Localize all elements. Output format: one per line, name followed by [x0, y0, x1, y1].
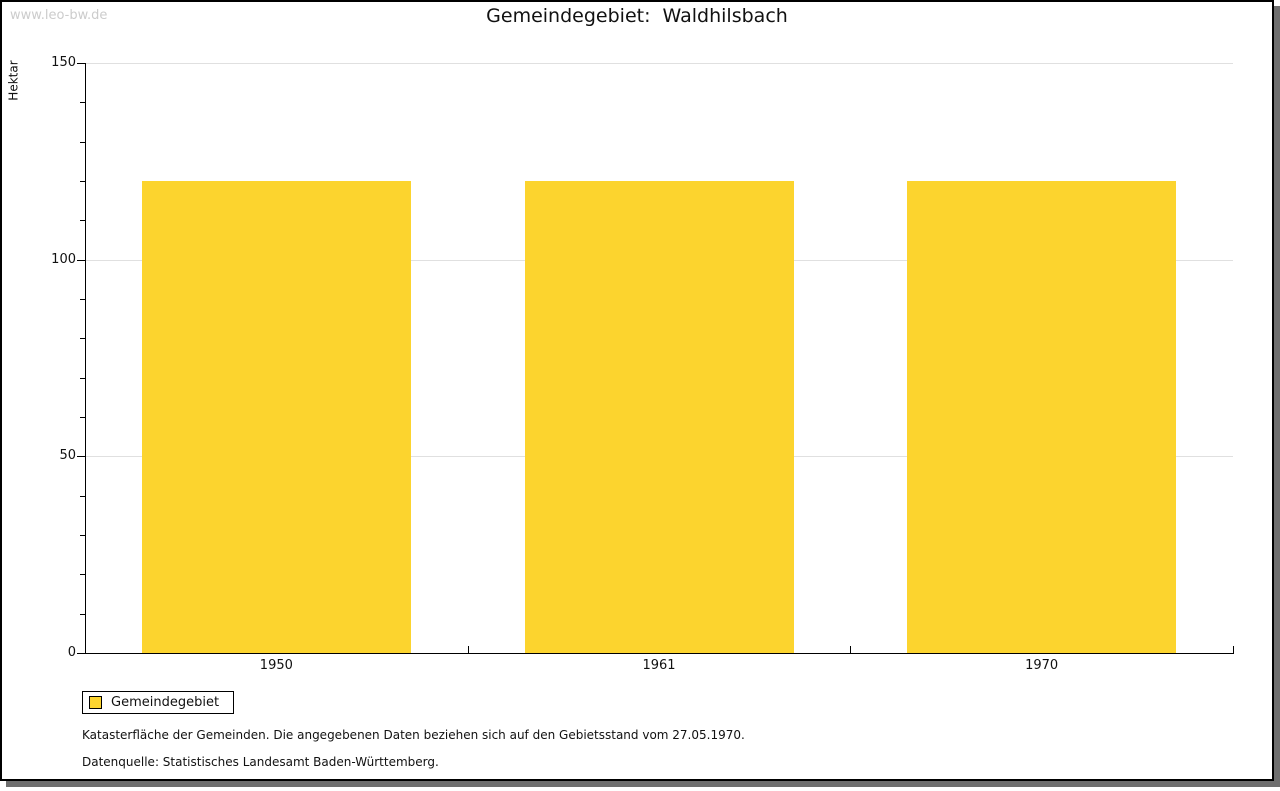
x-tick	[467, 646, 469, 653]
datasource-text: Datenquelle: Statistisches Landesamt Bad…	[82, 755, 439, 769]
chart-title: Gemeindegebiet: Waldhilsbach	[486, 5, 788, 27]
y-tick	[80, 338, 85, 340]
footnote-text: Katasterfläche der Gemeinden. Die angege…	[82, 728, 745, 742]
y-tick-label: 0	[67, 645, 76, 660]
y-tick	[80, 574, 85, 576]
x-tick-label: 1961	[642, 658, 676, 673]
plot-area: 0 50 100 150 1950 1961 1970	[2, 2, 1272, 779]
bar	[141, 181, 411, 653]
x-tick-label: 1950	[259, 658, 293, 673]
y-tick	[80, 535, 85, 536]
y-tick	[80, 102, 85, 104]
bar	[907, 181, 1177, 653]
y-tick	[80, 495, 85, 497]
legend-swatch	[89, 696, 102, 709]
y-tick	[80, 299, 85, 300]
x-tick	[850, 646, 852, 653]
y-tick	[80, 220, 85, 222]
y-tick-label: 50	[59, 448, 76, 464]
y-tick	[77, 259, 85, 261]
x-tick-label: 1970	[1025, 658, 1059, 673]
y-tick	[80, 181, 85, 182]
y-tick-label: 150	[51, 55, 76, 70]
y-tick	[77, 63, 85, 64]
legend: Gemeindegebiet	[82, 691, 235, 714]
y-tick	[80, 141, 85, 143]
bar	[524, 181, 794, 653]
watermark: www.leo-bw.de	[10, 8, 108, 23]
y-tick	[80, 613, 85, 615]
y-tick-label: 100	[51, 251, 76, 267]
y-tick	[80, 377, 85, 379]
x-tick	[1233, 646, 1234, 653]
x-axis	[85, 653, 1234, 654]
legend-label: Gemeindegebiet	[111, 695, 220, 710]
y-tick	[77, 653, 85, 654]
gridline	[86, 63, 1233, 64]
y-axis	[85, 63, 86, 654]
y-tick	[77, 456, 85, 458]
y-tick	[80, 417, 85, 418]
